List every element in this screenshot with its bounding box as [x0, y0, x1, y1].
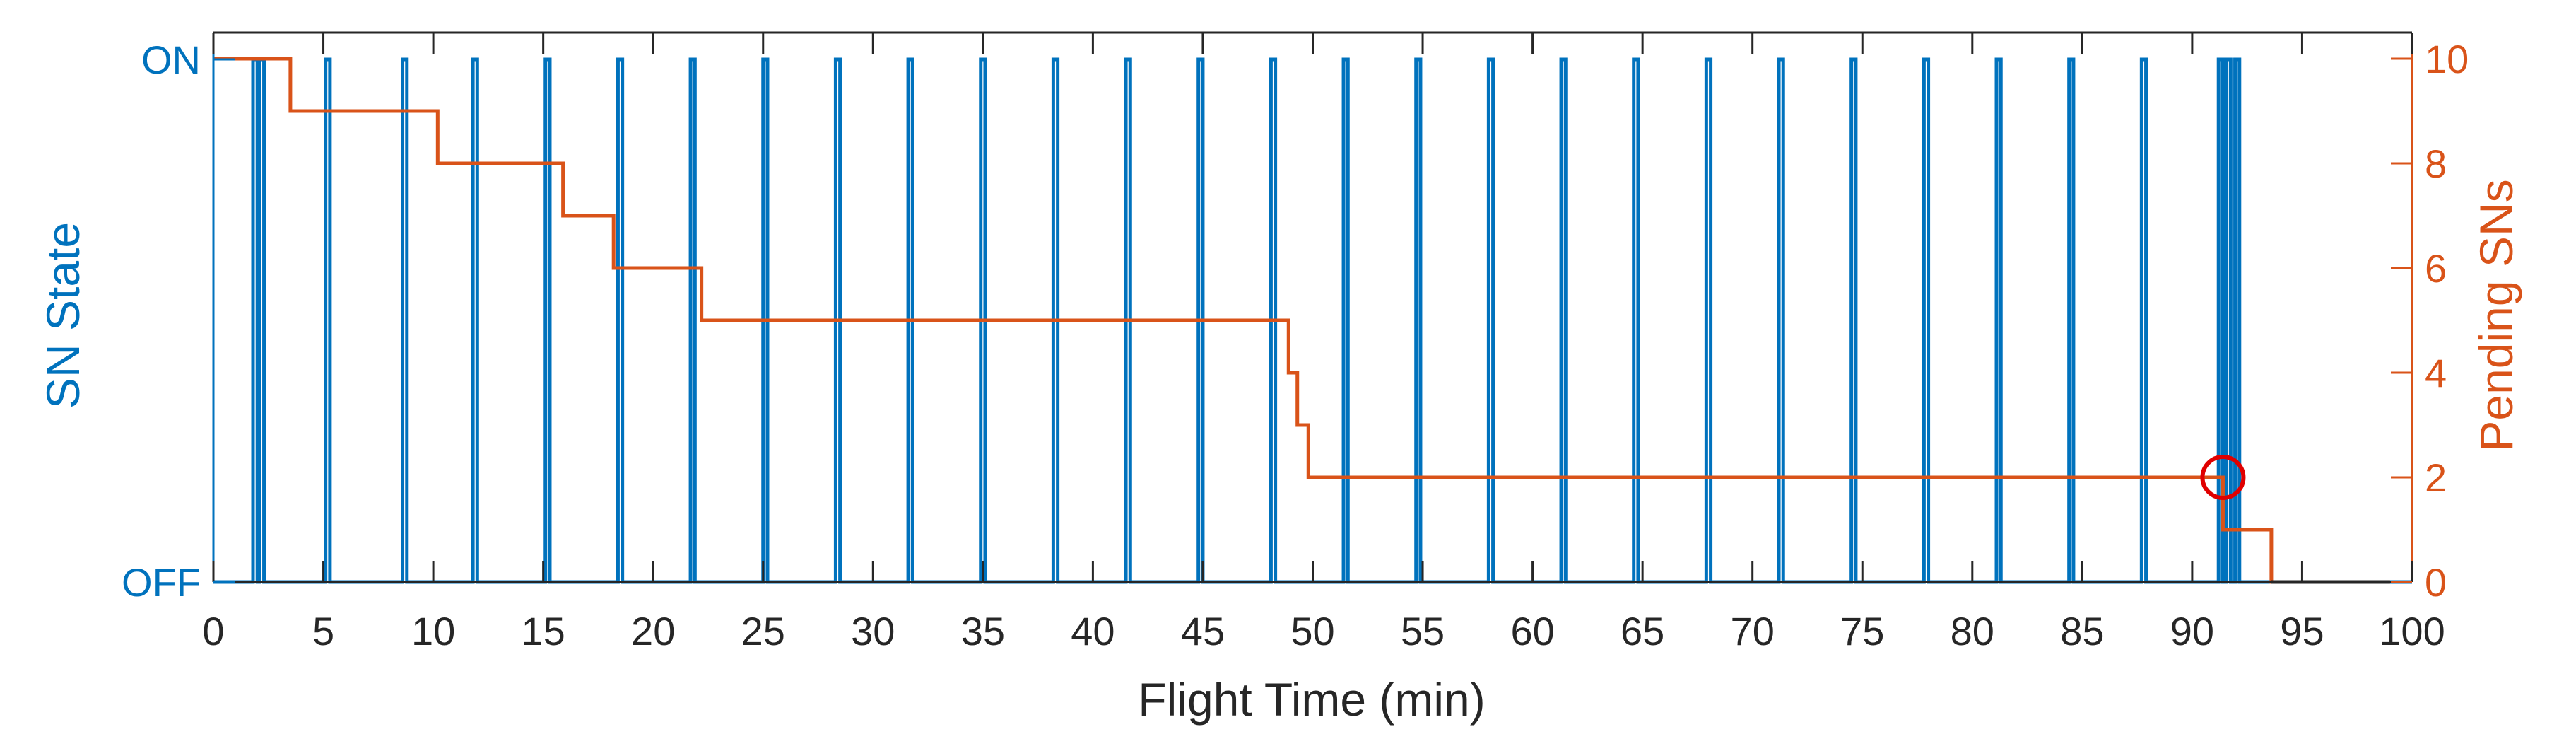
plot-area [213, 33, 2412, 582]
x-tick-label-15: 15 [522, 609, 565, 653]
x-tick-label-100: 100 [2379, 609, 2445, 653]
x-axis-ticks: 0 5 10 15 20 25 30 35 40 45 50 55 60 65 70 75 80 85 90 95 10… [202, 33, 2445, 653]
x-tick-label-95: 95 [2280, 609, 2324, 653]
x-tick-label-30: 30 [851, 609, 895, 653]
left-axis-title: SN State [37, 222, 89, 409]
plot-background [213, 33, 2412, 582]
x-tick-label-65: 65 [1621, 609, 1664, 653]
x-tick-label-25: 25 [741, 609, 785, 653]
left-axis-ticks: ON OFF [122, 37, 235, 605]
x-tick-label-45: 45 [1181, 609, 1225, 653]
x-tick-label-60: 60 [1510, 609, 1554, 653]
x-tick-label-80: 80 [1951, 609, 1994, 653]
x-axis-title: Flight Time (min) [1138, 673, 1485, 726]
x-tick-label-70: 70 [1731, 609, 1775, 653]
right-axis-ticks: 0 2 4 6 8 10 [2391, 37, 2469, 605]
x-tick-label-85: 85 [2060, 609, 2104, 653]
x-tick-label-10: 10 [411, 609, 455, 653]
right-tick-label-10: 10 [2425, 37, 2469, 81]
right-tick-label-8: 8 [2425, 141, 2447, 186]
right-tick-label-0: 0 [2425, 560, 2447, 605]
right-tick-label-6: 6 [2425, 246, 2447, 291]
right-tick-label-4: 4 [2425, 351, 2447, 395]
x-tick-label-50: 50 [1290, 609, 1334, 653]
x-tick-label-75: 75 [1840, 609, 1884, 653]
x-tick-label-55: 55 [1401, 609, 1445, 653]
left-tick-label-OFF: OFF [122, 560, 201, 605]
annotation-circle-0 [2200, 455, 2246, 500]
right-tick-label-2: 2 [2425, 455, 2447, 500]
right-axis-title: Pending SNs [2470, 179, 2522, 451]
x-tick-label-35: 35 [961, 609, 1005, 653]
annotations [2200, 455, 2246, 500]
x-tick-label-40: 40 [1071, 609, 1114, 653]
left-tick-label-ON: ON [141, 37, 201, 82]
x-tick-label-5: 5 [312, 609, 334, 653]
x-tick-label-90: 90 [2170, 609, 2214, 653]
x-tick-label-0: 0 [202, 609, 224, 653]
x-tick-label-20: 20 [631, 609, 675, 653]
pending-sns-line [213, 57, 2390, 584]
